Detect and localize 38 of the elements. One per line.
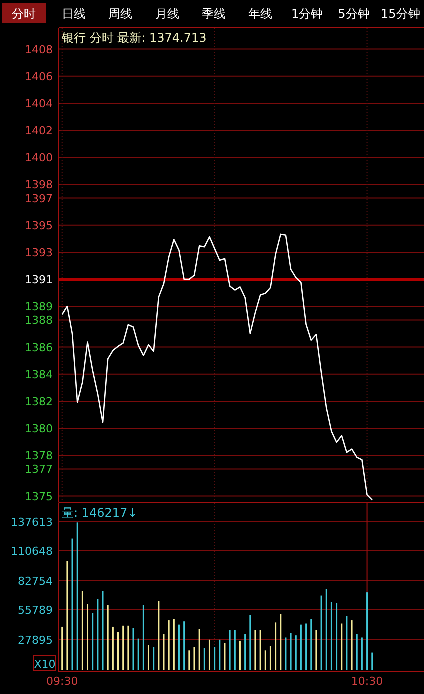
x-tick-label: 10:30 <box>351 675 384 688</box>
y-tick-label: 55789 <box>18 604 53 617</box>
y-tick-label: 1397 <box>25 192 53 206</box>
y-tick-label: 110648 <box>11 545 53 558</box>
y-axis-title: X10 <box>34 658 56 671</box>
y-tick-label: 1386 <box>25 341 53 354</box>
y-tick-label: 1402 <box>25 124 53 138</box>
y-tick-label: 1404 <box>25 97 53 110</box>
y-tick-label: 1380 <box>25 422 53 436</box>
text: 年线 <box>248 7 273 21</box>
y-tick-label: 1391 <box>25 274 53 287</box>
y-tick-label: 1406 <box>25 70 53 84</box>
text: 周线 <box>108 7 133 21</box>
text: 15分钟 <box>381 7 420 21</box>
x-tick-label: 09:30 <box>46 675 78 688</box>
text: 季线 <box>202 7 226 21</box>
y-tick-label: 82754 <box>18 575 53 588</box>
y-tick-label: 1377 <box>25 463 53 476</box>
text: 分时 <box>12 7 36 21</box>
y-tick-label: 1388 <box>25 314 53 328</box>
y-tick-label: 27895 <box>18 634 53 647</box>
y-tick-label: 1378 <box>25 450 53 463</box>
chart-title: 银行 分时 最新: 1374.713 <box>61 31 207 45</box>
text: 日线 <box>62 7 86 21</box>
text: 5分钟 <box>338 7 370 21</box>
y-tick-label: 1382 <box>25 395 53 408</box>
y-tick-label: 1398 <box>25 178 53 192</box>
text: 月线 <box>155 7 180 21</box>
y-tick-label: 137613 <box>11 516 53 529</box>
y-tick-label: 1389 <box>25 300 53 314</box>
y-tick-label: 1393 <box>25 246 53 260</box>
y-tick-label: 1408 <box>25 43 53 56</box>
y-tick-label: 1395 <box>25 219 53 232</box>
chart-title: 量: 146217↓ <box>62 506 138 520</box>
y-tick-label: 1400 <box>25 152 53 165</box>
y-tick-label: 1375 <box>25 490 53 504</box>
text: 1分钟 <box>292 7 324 21</box>
y-tick-label: 1384 <box>25 368 53 382</box>
